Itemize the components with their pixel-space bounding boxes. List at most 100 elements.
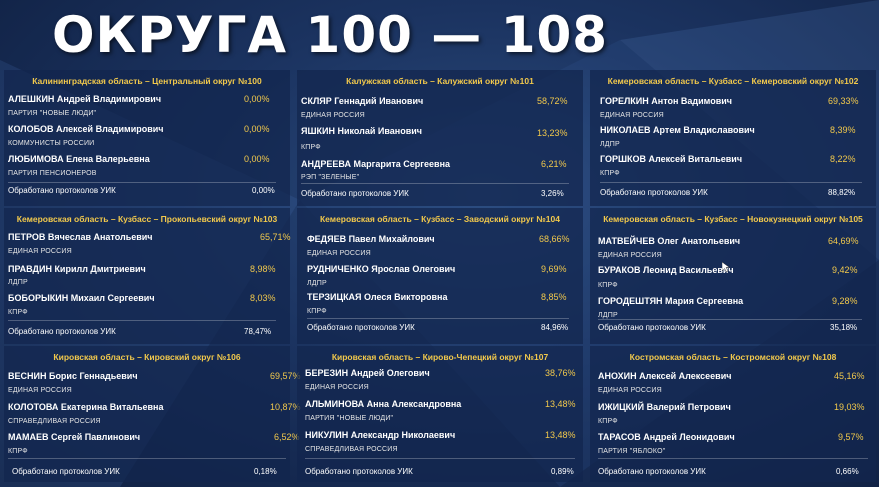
candidate-percent: 8,85% xyxy=(541,292,567,302)
district-header: Кемеровская область – Кузбасс – Новокузн… xyxy=(603,214,863,224)
candidate-party: ЕДИНАЯ РОССИЯ xyxy=(8,387,72,394)
candidate-party: ЕДИНАЯ РОССИЯ xyxy=(301,112,365,119)
candidate-party: КПРФ xyxy=(600,170,620,177)
candidate-percent: 58,72% xyxy=(537,96,568,106)
candidate-name: МАТВЕЙЧЕВ Олег Анатольевич xyxy=(598,236,741,246)
processed-percent: 0,00% xyxy=(252,186,275,195)
district-card-101: Калужская область – Калужский округ №101… xyxy=(297,70,583,206)
candidate-party: ПАРТИЯ ПЕНСИОНЕРОВ xyxy=(8,170,97,177)
candidate-party: ЛДПР xyxy=(8,279,28,286)
candidate-name: БОБОРЫКИН Михаил Сергеевич xyxy=(8,293,155,303)
candidate-party: СПРАВЕДЛИВАЯ РОССИЯ xyxy=(8,418,101,425)
candidate-name: АЛЬМИНОВА Анна Александровна xyxy=(305,399,462,409)
candidate-name: БУРАКОВ Леонид Васильевич xyxy=(598,265,734,275)
processed-percent: 0,18% xyxy=(254,467,277,476)
candidate-party: КПРФ xyxy=(307,308,327,315)
page-title: ОКРУГА 100 — 108 xyxy=(52,6,609,64)
candidate-percent: 68,66% xyxy=(539,234,570,244)
candidate-name: ГОРОДЕШТЯН Мария Сергеевна xyxy=(598,296,744,306)
candidate-party: ПАРТИЯ "НОВЫЕ ЛЮДИ" xyxy=(8,110,97,117)
candidate-party: ЛДПР xyxy=(598,312,618,319)
candidate-name: ГОРШКОВ Алексей Витальевич xyxy=(600,154,743,164)
processed-label: Обработано протоколов УИК xyxy=(598,323,706,332)
district-header: Калужская область – Калужский округ №101 xyxy=(346,76,534,86)
processed-percent: 35,18% xyxy=(830,323,858,332)
candidate-name: ЛЮБИМОВА Елена Валерьевна xyxy=(8,154,150,164)
candidate-name: КОЛОТОВА Екатерина Витальевна xyxy=(8,402,164,412)
candidate-name: АНОХИН Алексей Алексеевич xyxy=(598,371,732,381)
candidate-percent: 6,21% xyxy=(541,159,567,169)
candidate-name: ТАРАСОВ Андрей Леонидович xyxy=(598,432,735,442)
processed-label: Обработано протоколов УИК xyxy=(8,186,116,195)
processed-label: Обработано протоколов УИК xyxy=(12,467,120,476)
candidate-name: НИКОЛАЕВ Артем Владиславович xyxy=(600,125,755,135)
candidate-name: ИЖИЦКИЙ Валерий Петрович xyxy=(598,402,731,412)
candidate-percent: 9,42% xyxy=(832,265,858,275)
processed-percent: 88,82% xyxy=(828,188,856,197)
candidate-party: ПАРТИЯ "НОВЫЕ ЛЮДИ" xyxy=(305,415,394,422)
candidate-percent: 8,98% xyxy=(250,264,276,274)
candidate-name: БЕРЕЗИН Андрей Олегович xyxy=(305,368,430,378)
district-card-103: Кемеровская область – Кузбасс – Прокопье… xyxy=(4,208,291,344)
candidate-percent: 69,57% xyxy=(270,371,301,381)
district-card-104: Кемеровская область – Кузбасс – Заводски… xyxy=(297,208,583,344)
district-header: Кировская область – Кировский округ №106 xyxy=(53,352,241,362)
divider xyxy=(600,182,862,183)
candidate-percent: 6,52% xyxy=(274,432,300,442)
candidate-percent: 13,48% xyxy=(545,430,576,440)
processed-label: Обработано протоколов УИК xyxy=(8,327,116,336)
district-header: Костромская область – Костромской округ … xyxy=(629,352,837,362)
divider xyxy=(305,458,575,459)
district-header: Кировская область – Кирово-Чепецкий окру… xyxy=(331,352,549,362)
candidate-party: ПАРТИЯ "ЯБЛОКО" xyxy=(598,448,666,455)
candidate-percent: 13,23% xyxy=(537,128,568,138)
candidate-party: ЕДИНАЯ РОССИЯ xyxy=(600,112,664,119)
candidate-name: ЯШКИН Николай Иванович xyxy=(301,126,423,136)
divider xyxy=(598,319,862,320)
candidate-percent: 38,76% xyxy=(545,368,576,378)
candidate-percent: 19,03% xyxy=(834,402,865,412)
processed-label: Обработано протоколов УИК xyxy=(301,189,409,198)
candidate-percent: 0,00% xyxy=(244,124,270,134)
candidate-percent: 65,71% xyxy=(260,232,291,242)
processed-label: Обработано протоколов УИК xyxy=(307,323,415,332)
candidate-percent: 9,57% xyxy=(838,432,864,442)
district-card-106: Кировская область – Кировский округ №106… xyxy=(4,346,301,482)
candidate-percent: 45,16% xyxy=(834,371,865,381)
candidate-party: ЕДИНАЯ РОССИЯ xyxy=(598,387,662,394)
mouse-cursor-icon xyxy=(722,262,730,272)
candidate-party: ЛДПР xyxy=(600,141,620,148)
candidate-party: КПРФ xyxy=(8,309,28,316)
candidate-name: АНДРЕЕВА Маргарита Сергеевна xyxy=(301,159,451,169)
district-card-105: Кемеровская область – Кузбасс – Новокузн… xyxy=(590,208,876,344)
candidate-party: КПРФ xyxy=(598,282,618,289)
candidate-name: АЛЕШКИН Андрей Владимирович xyxy=(8,94,162,104)
processed-percent: 0,66% xyxy=(836,467,859,476)
candidate-percent: 69,33% xyxy=(828,96,859,106)
processed-label: Обработано протоколов УИК xyxy=(598,467,706,476)
candidate-name: ПРАВДИН Кирилл Дмитриевич xyxy=(8,264,146,274)
candidate-percent: 13,48% xyxy=(545,399,576,409)
candidate-party: КПРФ xyxy=(8,448,28,455)
candidate-percent: 9,69% xyxy=(541,264,567,274)
divider xyxy=(8,320,276,321)
processed-percent: 0,89% xyxy=(551,467,574,476)
processed-label: Обработано протоколов УИК xyxy=(305,467,413,476)
district-card-102: Кемеровская область – Кузбасс – Кемеровс… xyxy=(590,70,876,206)
divider xyxy=(598,458,868,459)
candidate-party: ЕДИНАЯ РОССИЯ xyxy=(598,252,662,259)
candidate-name: ФЕДЯЕВ Павел Михайлович xyxy=(307,234,435,244)
candidate-name: КОЛОБОВ Алексей Владимирович xyxy=(8,124,164,134)
candidate-party: КПРФ xyxy=(598,418,618,425)
candidate-name: ПЕТРОВ Вячеслав Анатольевич xyxy=(8,232,153,242)
candidate-percent: 8,03% xyxy=(250,293,276,303)
candidate-name: РУДНИЧЕНКО Ярослав Олегович xyxy=(307,264,456,274)
candidate-percent: 64,69% xyxy=(828,236,859,246)
divider xyxy=(8,182,276,183)
candidate-name: ВЕСНИН Борис Геннадьевич xyxy=(8,371,138,381)
processed-percent: 84,96% xyxy=(541,323,569,332)
district-header: Кемеровская область – Кузбасс – Кемеровс… xyxy=(607,76,859,86)
district-header: Кемеровская область – Кузбасс – Заводски… xyxy=(319,214,560,224)
candidate-party: ЛДПР xyxy=(307,280,327,287)
divider xyxy=(8,458,286,459)
